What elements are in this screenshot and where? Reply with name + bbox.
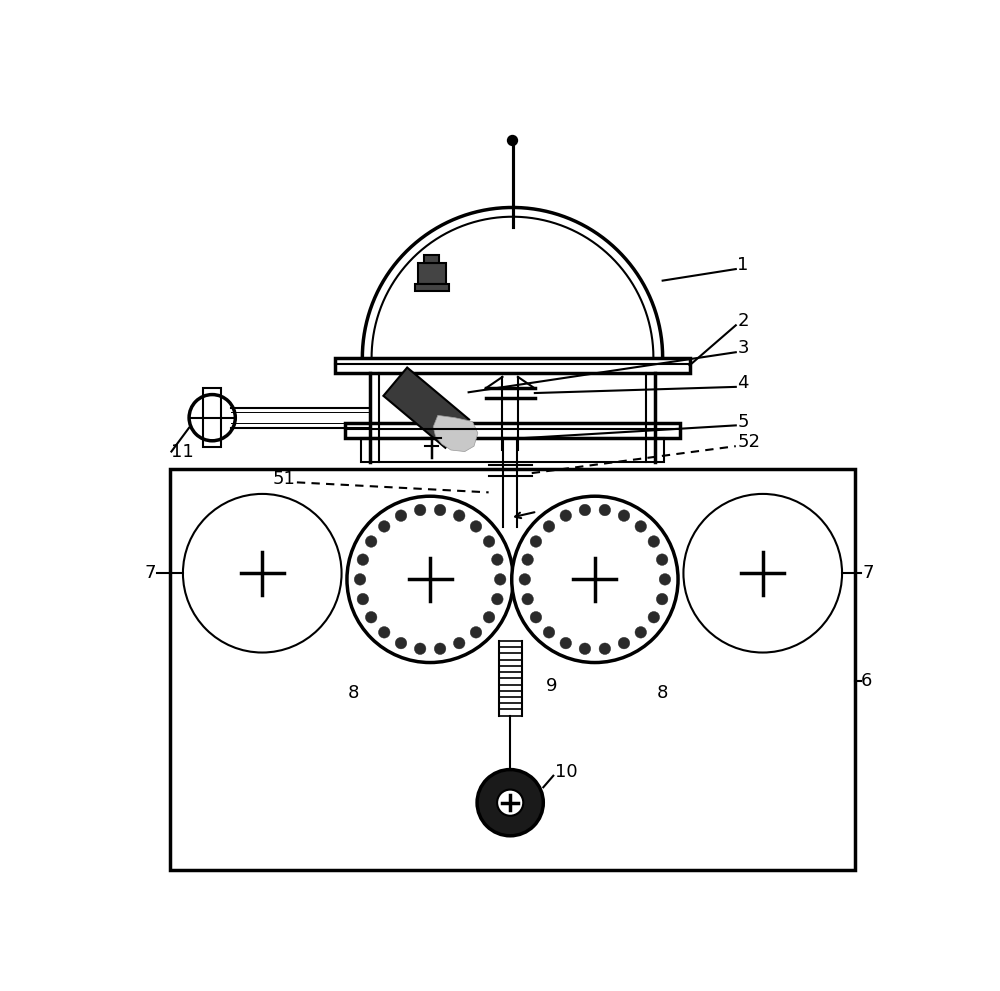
Text: 2: 2 — [737, 312, 749, 330]
Circle shape — [560, 509, 572, 521]
Circle shape — [494, 574, 506, 585]
Text: 10: 10 — [555, 763, 577, 781]
Circle shape — [357, 554, 369, 566]
Polygon shape — [418, 263, 446, 284]
Circle shape — [347, 496, 513, 663]
Text: 51: 51 — [272, 471, 295, 489]
Text: 8: 8 — [347, 684, 359, 702]
Circle shape — [635, 626, 647, 638]
Circle shape — [579, 643, 591, 654]
Polygon shape — [415, 284, 449, 290]
Circle shape — [492, 594, 503, 605]
Circle shape — [189, 394, 235, 441]
Circle shape — [470, 626, 482, 638]
Circle shape — [635, 520, 647, 532]
Polygon shape — [433, 415, 478, 452]
Polygon shape — [424, 256, 439, 263]
Circle shape — [470, 520, 482, 532]
Circle shape — [434, 504, 446, 515]
Circle shape — [483, 611, 495, 623]
Circle shape — [453, 509, 465, 521]
Circle shape — [453, 637, 465, 649]
Circle shape — [395, 637, 407, 649]
Circle shape — [530, 536, 542, 547]
Circle shape — [508, 136, 517, 145]
Circle shape — [599, 504, 611, 515]
Text: 9: 9 — [546, 677, 557, 695]
Circle shape — [560, 637, 572, 649]
Circle shape — [522, 594, 533, 605]
Text: 52: 52 — [737, 433, 760, 451]
Circle shape — [183, 494, 342, 652]
Circle shape — [414, 504, 426, 515]
Circle shape — [656, 594, 668, 605]
Text: 1: 1 — [737, 257, 749, 275]
Circle shape — [357, 594, 369, 605]
Circle shape — [365, 611, 377, 623]
Text: 7: 7 — [863, 564, 874, 583]
Circle shape — [543, 626, 555, 638]
Circle shape — [618, 637, 630, 649]
Circle shape — [434, 643, 446, 654]
Circle shape — [579, 504, 591, 515]
Circle shape — [519, 574, 531, 585]
Text: 3: 3 — [737, 339, 749, 358]
Circle shape — [378, 520, 390, 532]
Circle shape — [365, 536, 377, 547]
Text: 5: 5 — [737, 412, 749, 430]
Circle shape — [483, 536, 495, 547]
Circle shape — [522, 554, 533, 566]
Text: 8: 8 — [657, 684, 668, 702]
Text: 4: 4 — [737, 374, 749, 392]
Circle shape — [648, 611, 660, 623]
Circle shape — [683, 494, 842, 652]
Circle shape — [599, 643, 611, 654]
Circle shape — [530, 611, 542, 623]
Polygon shape — [383, 368, 469, 448]
Circle shape — [492, 554, 503, 566]
Text: 7: 7 — [144, 564, 156, 583]
Circle shape — [656, 554, 668, 566]
Circle shape — [659, 574, 671, 585]
Circle shape — [512, 496, 678, 663]
Circle shape — [477, 770, 543, 835]
Circle shape — [378, 626, 390, 638]
Circle shape — [543, 520, 555, 532]
Text: 6: 6 — [861, 672, 872, 690]
Circle shape — [414, 643, 426, 654]
Circle shape — [648, 536, 660, 547]
Text: 11: 11 — [171, 443, 194, 461]
Circle shape — [354, 574, 366, 585]
Circle shape — [497, 790, 523, 816]
Circle shape — [395, 509, 407, 521]
Circle shape — [618, 509, 630, 521]
